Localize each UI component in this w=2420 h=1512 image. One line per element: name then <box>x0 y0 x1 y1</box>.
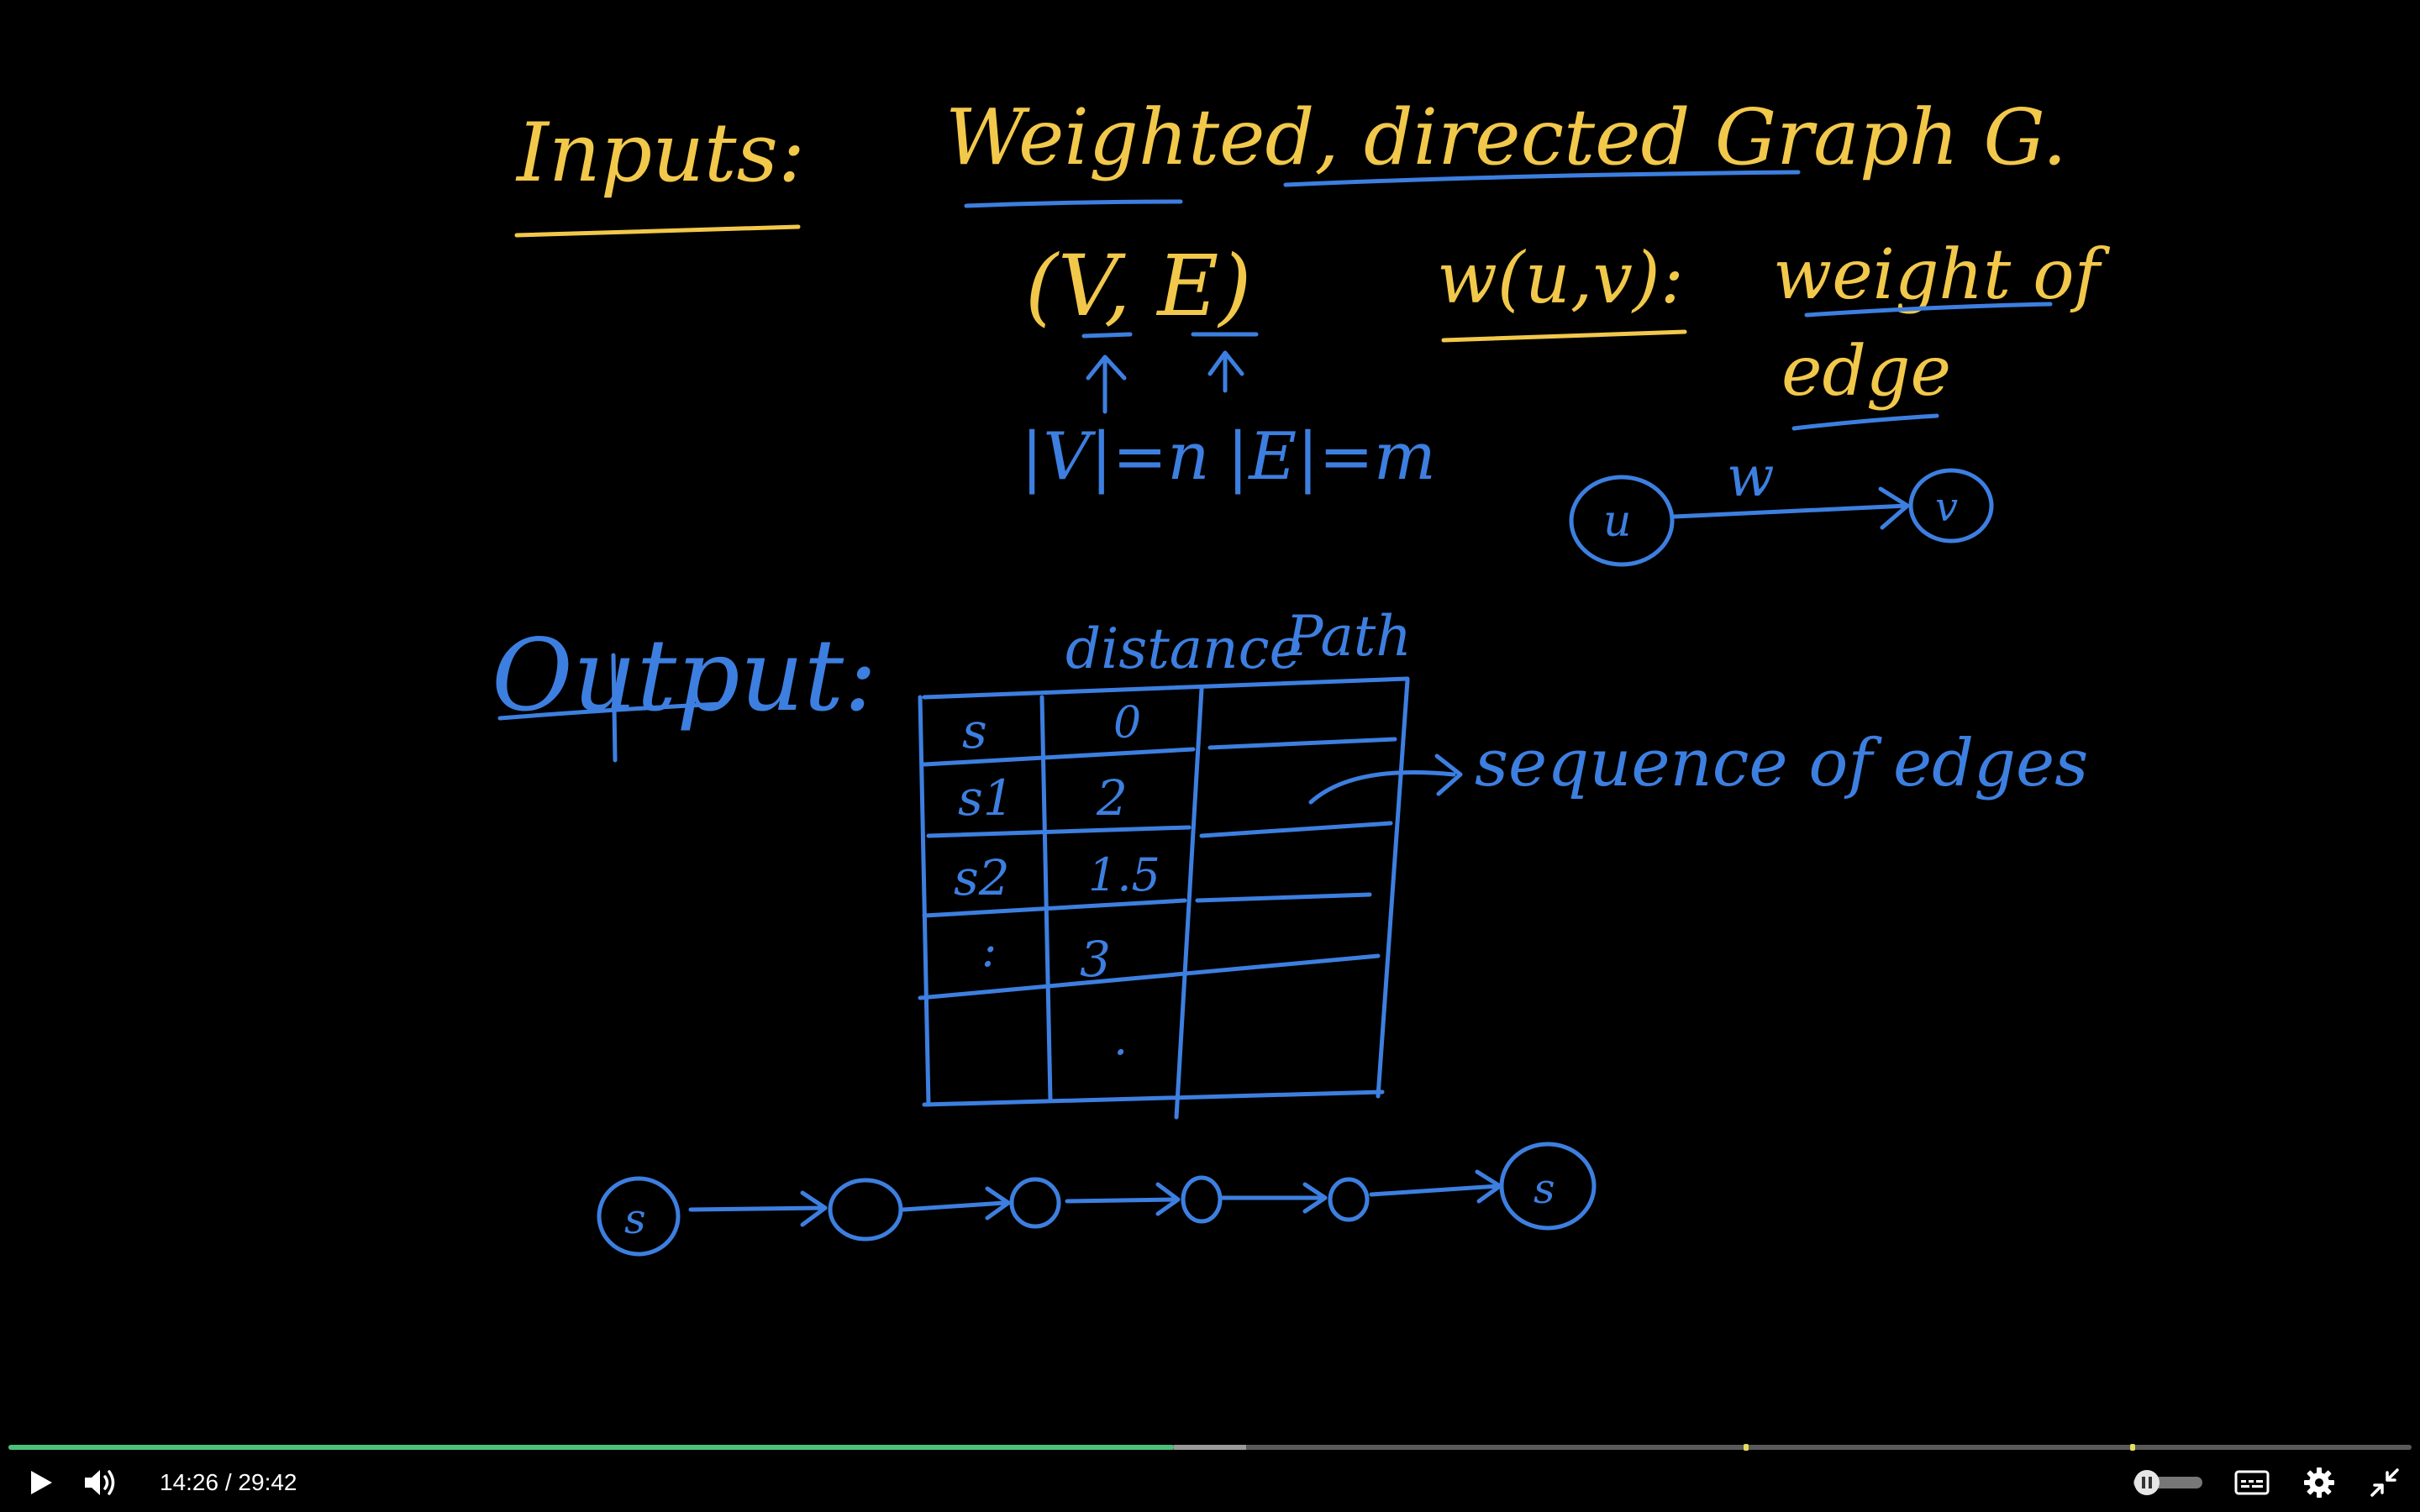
v-size: |V|=n <box>1021 419 1209 495</box>
inputs-underline <box>514 224 801 238</box>
player-controls: 14:26 / 29:42 <box>0 1457 2420 1512</box>
edge-arrow <box>1671 486 1910 530</box>
output-underline <box>497 701 723 721</box>
weight-function-underline <box>1441 329 1687 343</box>
inputs-label: Inputs: <box>515 106 805 200</box>
edge-underline <box>1791 413 1939 431</box>
whiteboard: Inputs: Weighted, directed Graph G. (V, … <box>492 92 2111 1257</box>
directed-graph-underline <box>1283 170 1801 187</box>
node-v-label: v <box>1935 484 1958 531</box>
column-distance: distance <box>1065 617 1302 681</box>
buffered-range <box>1174 1445 1246 1450</box>
node-v <box>1908 468 1994 543</box>
volume-icon <box>85 1470 115 1495</box>
captions-button[interactable] <box>2228 1457 2275 1508</box>
node-u-label: u <box>1603 496 1632 547</box>
playback-speed-toggle[interactable] <box>2130 1469 2206 1496</box>
v-underline <box>1081 332 1133 339</box>
v-arrow <box>1086 354 1127 414</box>
captions-icon <box>2234 1470 2270 1495</box>
path-start-node <box>597 1176 681 1257</box>
pause-icon <box>2142 1477 2152 1488</box>
exit-fullscreen-button[interactable] <box>2361 1457 2408 1508</box>
table-row-1-distance: 0 <box>1113 698 1141 748</box>
table-row-4-node: : <box>981 924 997 977</box>
seek-bar[interactable] <box>8 1444 2412 1451</box>
vertex-edge-pair: (V, E) <box>1025 237 1251 335</box>
chapter-marker[interactable] <box>2130 1444 2136 1451</box>
path-end-label: s <box>1534 1164 1555 1213</box>
settings-button[interactable] <box>2296 1457 2343 1508</box>
chapter-marker[interactable] <box>1743 1444 1749 1451</box>
path-note-arrow <box>1308 753 1463 805</box>
weight-underline <box>1804 302 2053 318</box>
played-range <box>8 1445 1175 1450</box>
table-row-4-distance: 3 <box>1080 931 1111 988</box>
table-row-1-node: s <box>962 702 987 759</box>
node-u <box>1569 475 1675 567</box>
edge-weight-label: w <box>1727 444 1775 509</box>
table-row-5-distance: . <box>1113 1012 1128 1065</box>
weight-description-2: edge <box>1781 332 1951 412</box>
weighted-underline <box>964 199 1183 208</box>
time-separator: / <box>218 1469 239 1495</box>
path-note: sequence of edges <box>1475 726 2088 801</box>
path-start-label: s <box>624 1194 646 1243</box>
output-stroke <box>611 653 618 763</box>
weight-function: w(u,v): <box>1437 237 1684 319</box>
volume-button[interactable] <box>76 1457 126 1508</box>
column-path: Path <box>1285 604 1412 669</box>
e-size: |E|=m <box>1227 419 1436 495</box>
gear-icon <box>2304 1467 2334 1498</box>
table-row-3-node: s2 <box>954 849 1010 906</box>
duration: 29:42 <box>238 1469 297 1495</box>
play-icon <box>31 1471 52 1494</box>
weight-description-1: weight of <box>1773 235 2111 315</box>
play-button[interactable] <box>15 1457 66 1508</box>
graph-description: Weighted, directed Graph G. <box>945 92 2067 182</box>
example-path <box>597 1142 1597 1257</box>
time-display: 14:26 / 29:42 <box>160 1457 297 1508</box>
exit-fullscreen-icon <box>2370 1468 2399 1497</box>
current-time: 14:26 <box>160 1469 219 1495</box>
e-arrow <box>1207 350 1244 393</box>
table-row-2-node: s1 <box>958 769 1014 827</box>
table-row-2-distance: 2 <box>1096 769 1128 827</box>
distance-path-table <box>918 676 1410 1120</box>
table-row-3-distance: 1.5 <box>1088 848 1160 901</box>
